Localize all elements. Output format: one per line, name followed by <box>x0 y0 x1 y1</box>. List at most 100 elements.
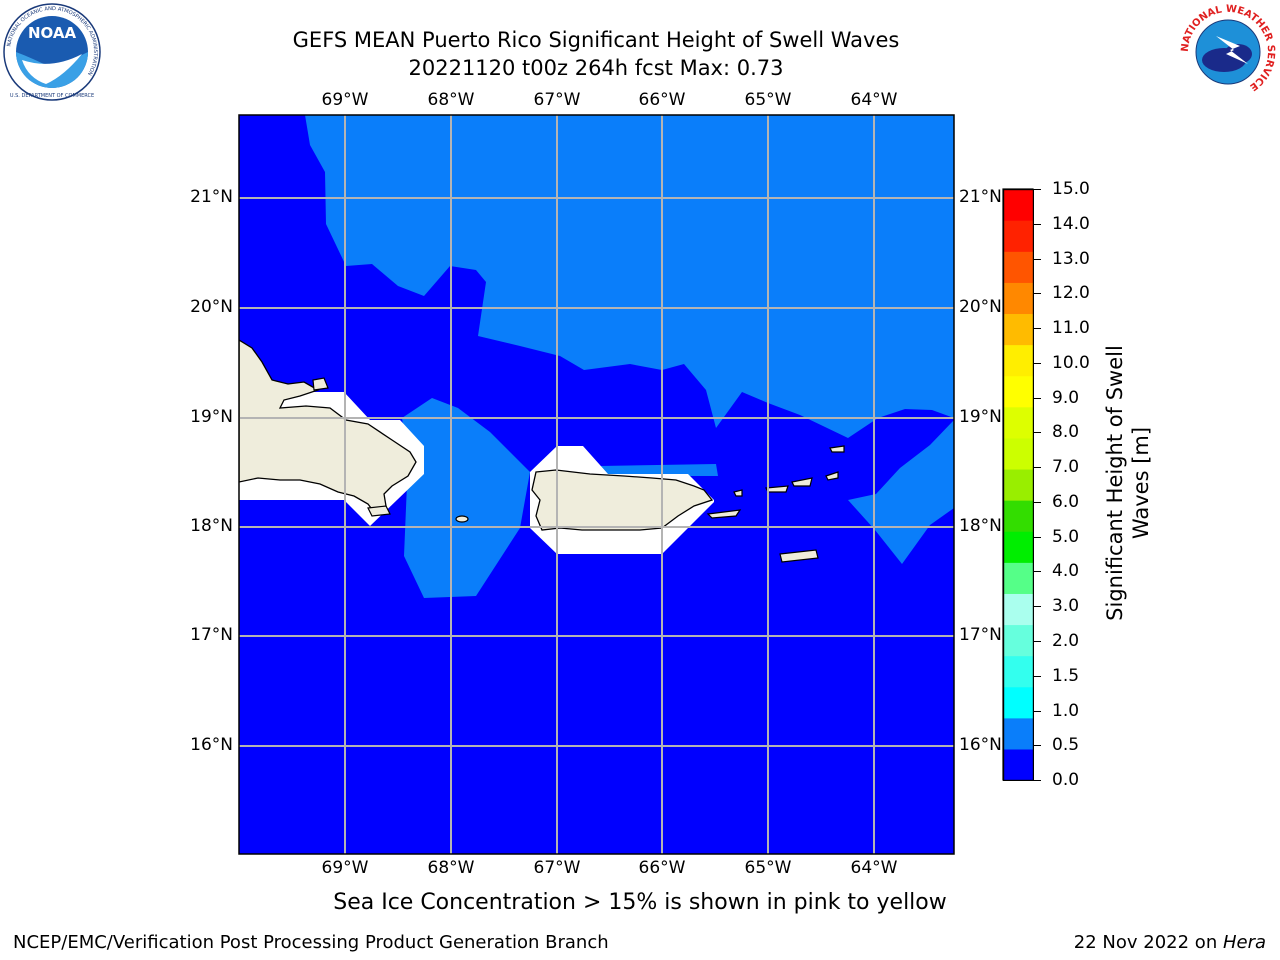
lat-label-left: 16°N <box>190 735 233 755</box>
colorbar-swatch <box>1003 531 1033 563</box>
graticule <box>239 115 954 854</box>
colorbar-tick-label: 7.0 <box>1052 457 1080 478</box>
lat-label-left: 18°N <box>190 516 233 536</box>
colorbar-tick-label: 9.0 <box>1052 387 1080 408</box>
swell-patch <box>746 333 770 339</box>
lat-label-right: 17°N <box>959 625 1002 645</box>
colorbar-tick-label: 14.0 <box>1052 213 1090 234</box>
lon-label-top: 68°W <box>427 90 475 110</box>
lon-label-top: 65°W <box>744 90 792 110</box>
colorbar-tick-mark <box>1033 606 1041 608</box>
lat-label-left: 19°N <box>190 407 233 427</box>
lat-label-left: 21°N <box>190 187 233 207</box>
colorbar-tick-label: 8.0 <box>1052 422 1080 443</box>
colorbar-tick-label: 1.0 <box>1052 700 1080 721</box>
land-puerto-rico <box>531 469 714 531</box>
footer-date: 22 Nov 2022 on Hera <box>1074 932 1266 953</box>
colorbar-tick-label: 5.0 <box>1052 526 1080 547</box>
footer-machine: Hera <box>1222 932 1266 953</box>
colorbar-swatch <box>1003 282 1033 315</box>
land-islet <box>312 377 329 391</box>
swell-region-mona <box>402 398 530 598</box>
lat-label-left: 17°N <box>190 625 233 645</box>
land-culebra <box>733 489 743 497</box>
colorbar-swatch <box>1003 251 1033 283</box>
colorbar-label: Significant Height of Swell Waves [m] <box>1103 345 1153 621</box>
colorbar-tick-label: 3.0 <box>1052 596 1080 617</box>
colorbar-tick-mark <box>1033 710 1041 712</box>
colorbar-tick-mark <box>1033 258 1041 260</box>
land-mona-island <box>455 515 469 523</box>
land-tortola <box>791 477 813 487</box>
colorbar-swatch <box>1003 500 1033 532</box>
lat-label-right: 16°N <box>959 735 1002 755</box>
lon-label-top: 67°W <box>533 90 581 110</box>
footer-date-text: 22 Nov 2022 on <box>1073 932 1223 953</box>
colorbar-border <box>1003 189 1034 781</box>
map-frame <box>238 114 955 855</box>
colorbar-swatch <box>1003 686 1033 719</box>
colorbar-swatches <box>1003 189 1034 781</box>
colorbar-tick-mark <box>1033 328 1041 330</box>
lon-label-bottom: 65°W <box>744 858 792 878</box>
colorbar-swatch <box>1003 593 1033 626</box>
lon-label-bottom: 64°W <box>850 858 898 878</box>
colorbar-tick-mark <box>1033 536 1041 538</box>
land-islet <box>367 505 391 517</box>
colorbar-tick-mark <box>1033 501 1041 503</box>
colorbar-swatch <box>1003 406 1033 439</box>
colorbar-tick-mark <box>1033 432 1041 434</box>
colorbar-tick-mark <box>1033 397 1041 399</box>
colorbar-tick-label: 15.0 <box>1052 179 1090 199</box>
colorbar-swatch <box>1003 655 1033 688</box>
colorbar-swatch <box>1003 344 1033 377</box>
colorbar-swatch <box>1003 468 1033 501</box>
land-hispaniola <box>239 339 417 513</box>
colorbar-tick-mark <box>1033 223 1041 225</box>
chart-title: GEFS MEAN Puerto Rico Significant Height… <box>292 28 900 52</box>
colorbar-tick-mark <box>1033 745 1041 747</box>
lon-label-bottom: 69°W <box>321 858 369 878</box>
lat-label-right: 20°N <box>959 297 1002 317</box>
colorbar-swatch <box>1003 220 1033 252</box>
colorbar-tick-label: 0.5 <box>1052 735 1080 756</box>
lon-label-bottom: 66°W <box>638 858 686 878</box>
colorbar-tick-mark <box>1033 189 1041 190</box>
colorbar-tick-label: 10.0 <box>1052 352 1090 373</box>
lat-label-right: 21°N <box>959 187 1002 207</box>
lon-label-bottom: 67°W <box>533 858 581 878</box>
lat-label-right: 18°N <box>959 516 1002 536</box>
colorbar-tick-label: 2.0 <box>1052 630 1080 651</box>
lat-label-right: 19°N <box>959 407 1002 427</box>
colorbar-swatch <box>1003 375 1033 408</box>
colorbar-swatch <box>1003 562 1033 594</box>
colorbar-swatch <box>1003 624 1033 657</box>
colorbar-tick-label: 13.0 <box>1052 248 1090 269</box>
colorbar-swatch <box>1003 189 1033 221</box>
colorbar-tick-label: 11.0 <box>1052 318 1090 339</box>
colorbar-swatch <box>1003 437 1033 470</box>
colorbar-swatch <box>1003 717 1033 750</box>
colorbar-tick-label: 12.0 <box>1052 283 1090 304</box>
lon-label-top: 69°W <box>321 90 369 110</box>
colorbar-tick-label: 0.0 <box>1052 770 1080 790</box>
chart-subtitle: 20221120 t00z 264h fcst Max: 0.73 <box>408 56 784 80</box>
colorbar-tick-mark <box>1033 675 1041 677</box>
colorbar-tick-mark <box>1033 780 1041 781</box>
colorbar-tick-mark <box>1033 362 1041 364</box>
colorbar-tick-label: 4.0 <box>1052 561 1080 582</box>
land-vieques <box>706 509 742 519</box>
swell-region-north <box>305 115 954 438</box>
map-panel <box>239 115 954 854</box>
land-islet <box>825 471 839 481</box>
lon-label-bottom: 68°W <box>427 858 475 878</box>
noaa-wordmark: NOAA <box>28 24 77 42</box>
footer-credit: NCEP/EMC/Verification Post Processing Pr… <box>13 932 609 953</box>
colorbar-tick-label: 6.0 <box>1052 491 1080 512</box>
lon-label-top: 64°W <box>850 90 898 110</box>
lat-label-left: 20°N <box>190 297 233 317</box>
colorbar-swatch <box>1003 313 1033 346</box>
lon-label-top: 66°W <box>638 90 686 110</box>
colorbar-swatch <box>1003 748 1033 781</box>
